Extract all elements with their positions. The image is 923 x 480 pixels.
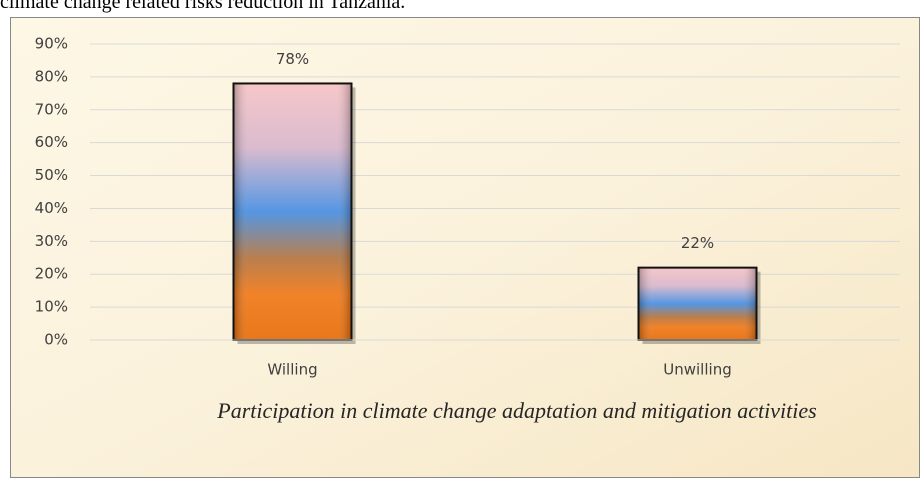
chart-frame <box>10 17 920 478</box>
y-tick-label: 60% <box>35 133 68 151</box>
y-tick-label: 40% <box>35 199 68 217</box>
y-tick-label: 20% <box>35 265 68 283</box>
y-tick-label: 0% <box>44 331 68 349</box>
bar-bevel <box>234 84 351 339</box>
x-tick-label: Willing <box>267 361 317 379</box>
x-axis-title: Participation in climate change adaptati… <box>217 398 817 423</box>
y-tick-label: 10% <box>35 298 68 316</box>
plot: 0% 10% 20% 30% 40% 50% 60% 70% 80% 90% Willing 78% U… <box>35 35 900 379</box>
y-tick-label: 30% <box>35 232 68 250</box>
bar-bevel <box>639 268 756 339</box>
caption: climate change related risks reduction i… <box>0 0 406 13</box>
data-label: 78% <box>276 50 309 68</box>
data-label: 22% <box>681 234 714 252</box>
y-tick-label: 70% <box>35 100 68 118</box>
y-tick-label: 50% <box>35 166 68 184</box>
y-tick-label: 80% <box>35 67 68 85</box>
x-tick-label: Unwilling <box>663 361 731 379</box>
y-tick-label: 90% <box>35 35 68 53</box>
